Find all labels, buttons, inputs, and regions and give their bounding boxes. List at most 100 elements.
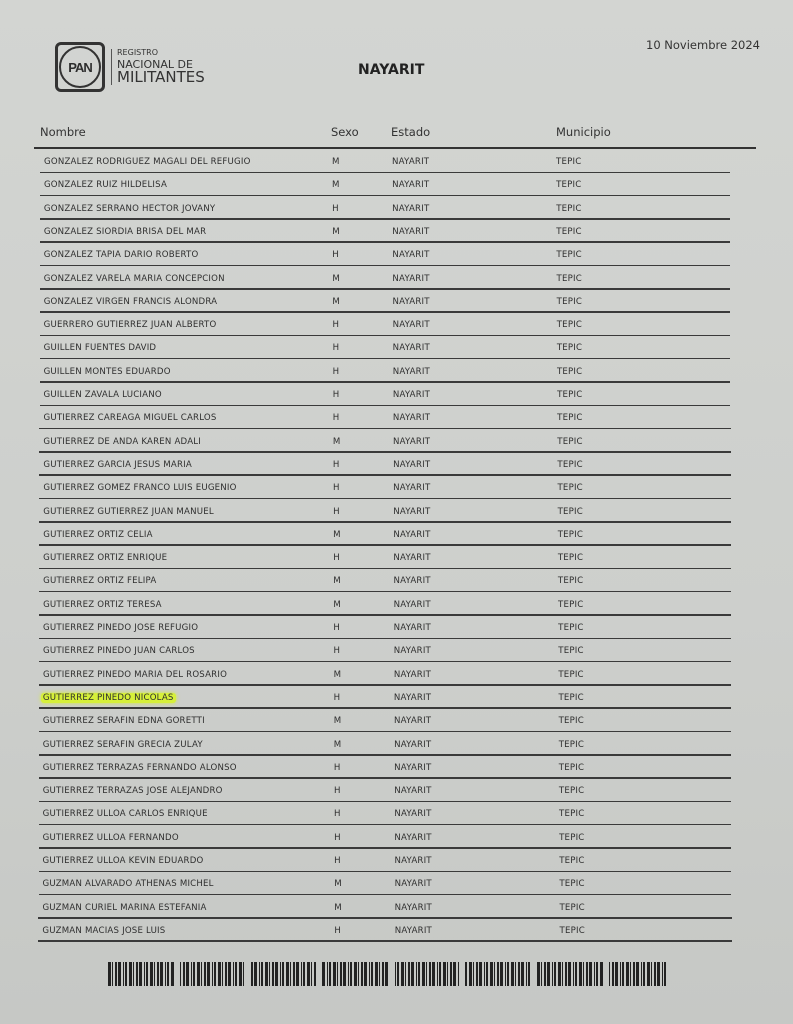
row-divider [38,847,732,849]
barcode-bar [408,962,410,986]
barcode-bar [405,962,406,986]
estado-cell: NAYARIT [393,436,431,447]
barcode-bar [416,962,417,986]
barcode-bar [303,962,305,986]
sexo-cell: H [332,413,340,424]
municipio-cell: TEPIC [557,553,584,564]
row-divider [40,171,730,173]
barcode-bar [558,962,561,986]
barcode-bar [243,962,244,986]
barcode-bar [136,962,138,986]
sexo-cell: H [332,366,340,377]
barcode-bar [286,962,289,986]
estado-cell: NAYARIT [392,296,430,307]
estado-cell: NAYARIT [394,902,432,913]
barcode-bar [379,962,380,986]
row-divider [38,754,732,756]
sexo-cell: H [332,343,340,354]
barcode-bar [429,962,431,986]
sexo-cell: H [333,553,340,564]
barcode-bar [486,962,488,986]
municipio-cell: TEPIC [558,716,584,727]
row-divider [39,544,731,546]
municipio-cell: TEPIC [559,832,585,843]
name-cell: GONZALEZ VIRGEN FRANCIS ALONDRA [43,296,218,307]
table-row: GUTIERREZ ORTIZ CELIA M NAYARIT TEPIC [39,523,731,546]
estado-cell: NAYARIT [394,832,432,843]
sexo-cell: M [332,436,341,447]
municipio-cell: TEPIC [558,762,585,773]
barcode-bar [235,962,237,986]
barcode-bar [218,962,221,986]
table-row: GUTIERREZ CAREAGA MIGUEL CARLOS H NAYARIT T… [39,406,731,430]
barcode-bar [165,962,166,986]
barcode-bar [547,962,550,986]
municipio-cell: TEPIC [557,483,583,494]
highlighted-name-cell: GUTIERREZ PINEDO NICOLAS [40,692,176,703]
row-divider [39,241,731,243]
name-cell: GUTIERREZ ULLOA CARLOS ENRIQUE [42,809,208,820]
name-cell: GUTIERREZ GOMEZ FRANCO LUIS EUGENIO [43,483,237,494]
row-divider [39,451,731,453]
barcode-bar [207,962,210,986]
barcode-bar [612,962,614,986]
estado-cell: NAYARIT [394,739,432,750]
barcode-bar [458,962,459,986]
name-cell: GONZALEZ RODRIGUEZ MAGALI DEL REFUGIO [44,157,251,167]
table-row: GONZALEZ VIRGEN FRANCIS ALONDRA M NAYARIT T… [39,290,731,313]
pan-emblem-icon: PAN [55,42,105,92]
name-cell: GONZALEZ VARELA MARIA CONCEPCION [43,273,225,284]
barcode-bar [568,962,571,986]
barcode-bar [450,962,452,986]
estado-cell: NAYARIT [392,157,430,167]
municipio-cell: TEPIC [556,273,582,284]
municipio-cell: TEPIC [556,320,583,331]
barcode-bar [490,962,493,986]
barcode-bar [554,962,556,986]
sexo-cell: H [332,250,339,261]
row-divider [38,823,732,826]
barcode-bar [358,962,359,986]
barcode-bar [662,962,663,986]
barcode-bar [327,962,328,986]
barcode-bar [311,962,312,986]
table-row: GUTIERREZ ORTIZ FELIPA M NAYARIT TEPIC [39,569,731,593]
estado-cell: NAYARIT [392,343,430,354]
page-title: NAYARIT [358,62,425,78]
municipio-cell: TEPIC [558,599,584,610]
barcode-bar [144,962,145,986]
municipio-cell: TEPIC [557,529,584,540]
municipio-cell: TEPIC [556,296,583,307]
barcode-bar [348,962,349,986]
name-cell: GUTIERREZ PINEDO MARIA DEL ROSARIO [42,669,228,680]
municipio-cell: TEPIC [559,925,585,936]
barcode-bar [500,962,503,986]
municipio-cell: TEPIC [557,436,583,447]
barcode-bar [518,962,520,986]
table-row: GUZMAN ALVARADO ATHENAS MICHEL M NAYARIT TE… [38,872,732,896]
name-cell: GUZMAN MACIAS JOSE LUIS [42,925,166,936]
barcode-bar [479,962,482,986]
municipio-cell: TEPIC [556,250,582,261]
name-cell: GUTIERREZ DE ANDA KAREN ADALI [43,436,202,447]
sexo-cell: H [333,786,341,797]
barcode-bar [620,962,621,986]
barcode-bar [594,962,595,986]
barcode-bar [354,962,357,986]
barcode-bar [265,962,268,986]
barcode-bar [615,962,618,986]
table-row: GUTIERREZ GUTIERREZ JUAN MANUEL H NAYARIT T… [39,500,731,523]
estado-cell: NAYARIT [393,459,431,470]
barcode-bar [296,962,299,986]
barcode-bar [261,962,263,986]
barcode-bar [507,962,509,986]
barcode-bar [337,962,338,986]
estado-cell: NAYARIT [393,599,431,610]
table-row: GONZALEZ RODRIGUEZ MAGALI DEL REFUGIO M NA… [40,150,730,173]
name-cell: GUTIERREZ PINEDO JUAN CARLOS [42,646,195,657]
table-row: GUTIERREZ ULLOA KEVIN EDUARDO H NAYARIT TEP… [38,849,732,872]
barcode-bar [239,962,242,986]
municipio-cell: TEPIC [558,646,584,657]
row-divider [38,707,732,709]
barcode-bar [418,962,420,986]
